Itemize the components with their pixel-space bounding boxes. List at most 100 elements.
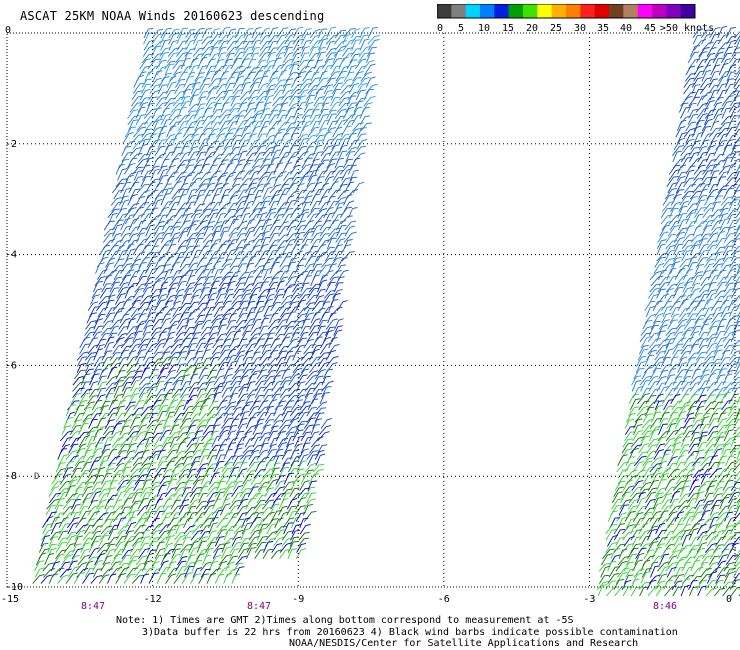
wind-barb bbox=[355, 65, 367, 76]
wind-barb bbox=[317, 34, 330, 45]
wind-barb bbox=[337, 144, 348, 157]
wind-barb bbox=[654, 351, 666, 361]
wind-barb bbox=[170, 466, 181, 479]
wind-barb bbox=[166, 52, 179, 64]
wind-barb bbox=[638, 581, 651, 591]
wind-barb bbox=[652, 300, 663, 312]
wind-barb bbox=[191, 516, 203, 529]
wind-barb bbox=[679, 485, 690, 497]
wind-barb bbox=[229, 380, 241, 392]
wind-barb bbox=[309, 158, 320, 169]
wind-barb bbox=[190, 573, 202, 584]
wind-barb bbox=[343, 200, 355, 212]
wind-barb bbox=[259, 317, 270, 330]
wind-barb bbox=[182, 530, 195, 541]
wind-barb bbox=[720, 115, 733, 126]
wind-barb bbox=[172, 306, 184, 318]
wind-barb bbox=[712, 443, 724, 454]
wind-barb bbox=[697, 585, 707, 597]
wind-barb bbox=[674, 369, 688, 380]
wind-barb bbox=[303, 145, 314, 157]
wind-barb bbox=[213, 382, 226, 392]
wind-barb bbox=[730, 435, 740, 448]
wind-barb bbox=[205, 133, 216, 144]
wind-barb bbox=[335, 232, 347, 243]
wind-barb bbox=[266, 77, 279, 88]
wind-barb bbox=[295, 145, 308, 157]
wind-barb bbox=[94, 313, 106, 324]
wind-barb bbox=[154, 101, 168, 113]
wind-barb bbox=[680, 95, 693, 107]
wind-barb bbox=[716, 566, 729, 578]
wind-barb bbox=[129, 416, 141, 429]
wind-barb bbox=[293, 231, 305, 243]
wind-barb bbox=[159, 32, 171, 45]
wind-barb bbox=[607, 573, 620, 584]
wind-barb bbox=[148, 495, 160, 504]
wind-barb bbox=[237, 498, 249, 510]
wind-barb bbox=[367, 27, 379, 39]
wind-barb bbox=[264, 487, 275, 498]
wind-barb bbox=[308, 444, 321, 454]
wind-barb bbox=[92, 474, 104, 485]
wind-barb bbox=[112, 300, 125, 312]
wind-barb bbox=[597, 584, 608, 597]
wind-barb bbox=[271, 462, 281, 473]
wind-barb bbox=[101, 568, 114, 578]
wind-barb bbox=[132, 456, 144, 467]
wind-barb bbox=[166, 456, 179, 467]
wind-barb bbox=[650, 367, 662, 380]
wind-barb bbox=[302, 238, 313, 250]
wind-barb bbox=[199, 398, 211, 411]
colorbar-swatch bbox=[523, 4, 538, 18]
wind-barb bbox=[317, 47, 326, 57]
wind-barb bbox=[173, 164, 186, 175]
map-border bbox=[6, 32, 736, 588]
wind-barb bbox=[255, 374, 268, 386]
wind-barb bbox=[654, 487, 666, 498]
wind-barb bbox=[650, 320, 661, 330]
wind-barb bbox=[314, 412, 325, 423]
wind-barb bbox=[224, 82, 236, 95]
wind-barb bbox=[195, 226, 209, 237]
wind-barb bbox=[240, 212, 251, 225]
wind-barb bbox=[664, 244, 676, 256]
wind-barb bbox=[176, 431, 189, 442]
wind-barb bbox=[225, 326, 237, 336]
wind-barb bbox=[729, 106, 740, 119]
wind-barb bbox=[177, 556, 188, 566]
wind-barb bbox=[304, 255, 316, 268]
wind-barb bbox=[690, 559, 700, 572]
wind-barb bbox=[724, 177, 738, 188]
wind-barb bbox=[701, 33, 712, 45]
wind-barb bbox=[319, 182, 330, 194]
wind-barb bbox=[74, 455, 87, 467]
wind-barb bbox=[279, 256, 292, 268]
wind-barb bbox=[630, 543, 641, 553]
wind-barb bbox=[178, 393, 190, 405]
wind-barb bbox=[239, 404, 250, 417]
wind-barb bbox=[210, 115, 223, 126]
wind-barb bbox=[321, 380, 334, 392]
wind-barb bbox=[227, 239, 238, 250]
wind-barb bbox=[296, 381, 306, 392]
wind-barb bbox=[283, 170, 294, 181]
wind-barb bbox=[636, 451, 648, 460]
wind-barb bbox=[212, 153, 224, 163]
wind-barb bbox=[681, 249, 692, 262]
wind-barb bbox=[667, 275, 679, 287]
wind-barb bbox=[707, 431, 719, 442]
wind-barb bbox=[253, 394, 264, 405]
wind-barb bbox=[685, 208, 698, 219]
wind-barb bbox=[107, 494, 118, 504]
wind-barb bbox=[112, 336, 125, 349]
wind-barb bbox=[698, 561, 709, 572]
wind-barb bbox=[193, 158, 205, 169]
longitude-label: -15 bbox=[1, 594, 19, 605]
wind-barb bbox=[297, 89, 309, 101]
wind-barb bbox=[292, 282, 303, 293]
wind-barb bbox=[646, 444, 657, 454]
wind-barb bbox=[623, 536, 635, 547]
wind-barb bbox=[235, 555, 248, 566]
wind-barb bbox=[155, 375, 166, 386]
